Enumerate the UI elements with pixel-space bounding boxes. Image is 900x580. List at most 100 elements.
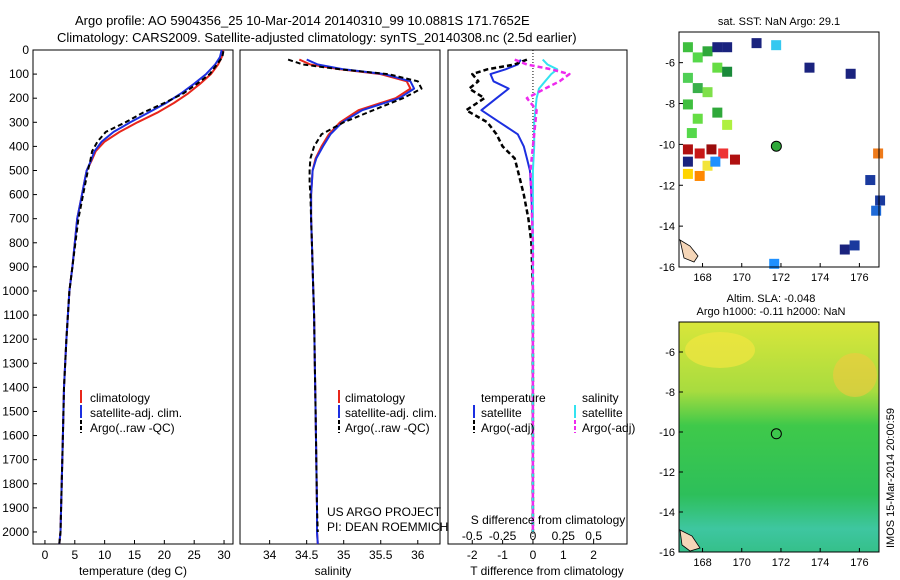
legend-salinity-title: salinity bbox=[582, 391, 619, 405]
depth-axis-ticks: 0 100 200 300 400 500 600 700 800 900 1000 1100 1200… bbox=[2, 43, 37, 539]
map-y-tick-label: -14 bbox=[659, 507, 675, 519]
difference-t-tick-label: -2 bbox=[467, 548, 478, 562]
sst-pixel bbox=[702, 87, 713, 98]
sst-map-title: sat. SST: NaN Argo: 29.1 bbox=[718, 16, 840, 28]
float-position-marker bbox=[770, 428, 782, 440]
depth-tick-label: 1300 bbox=[2, 356, 29, 370]
project-note-line1: US ARGO PROJECT bbox=[327, 505, 442, 519]
map-y-tick-label: -6 bbox=[665, 58, 675, 70]
sst-pixel bbox=[712, 62, 723, 73]
salinity-plot bbox=[287, 58, 423, 545]
depth-tick-label: 800 bbox=[9, 236, 29, 250]
depth-tick-label: 600 bbox=[9, 188, 29, 202]
legend-sal-argo-label: Argo(-adj) bbox=[582, 421, 635, 435]
map-x-tick-label: 172 bbox=[772, 272, 790, 284]
sla-high-patch bbox=[685, 332, 755, 368]
legend-argo-label: Argo(..raw -QC) bbox=[345, 421, 430, 435]
sla-map bbox=[679, 322, 879, 552]
map-x-tick-label: 168 bbox=[693, 272, 711, 284]
legend-sal-satellite-label: satellite bbox=[582, 406, 623, 420]
series-line-satellite-adj-clim bbox=[58, 49, 223, 545]
sla-map-title-line2: Argo h1000: -0.11 h2000: NaN bbox=[696, 306, 845, 318]
series-line-argo-raw-qc bbox=[58, 51, 225, 545]
difference-xlabel: T difference from climatology bbox=[470, 564, 624, 578]
map-y-tick-label: -10 bbox=[659, 139, 675, 151]
float-position-marker bbox=[770, 140, 782, 152]
depth-tick-label: 0 bbox=[22, 43, 29, 57]
sst-pixel bbox=[694, 148, 705, 159]
difference-s-tick-label: 0.25 bbox=[552, 529, 576, 543]
temperature-tick-label: 10 bbox=[98, 548, 112, 562]
map-y-tick-label: -16 bbox=[659, 262, 675, 274]
sst-pixel bbox=[710, 156, 721, 167]
sla-high-patch bbox=[833, 353, 877, 397]
series-line-salinity-satellite bbox=[531, 58, 559, 532]
sst-pixel bbox=[722, 119, 733, 130]
map-y-tick-label: -12 bbox=[659, 180, 675, 192]
sst-pixel bbox=[682, 72, 693, 83]
sst-pixel bbox=[682, 144, 693, 155]
sst-pixel bbox=[769, 258, 780, 269]
sst-pixel bbox=[845, 68, 856, 79]
difference-t-tick-label: 1 bbox=[560, 548, 567, 562]
sst-map bbox=[679, 38, 886, 269]
depth-tick-label: 1000 bbox=[2, 284, 29, 298]
map-x-tick-label: 174 bbox=[811, 272, 829, 284]
depth-tick-label: 1200 bbox=[2, 332, 29, 346]
sst-pixel bbox=[718, 148, 729, 159]
salinity-tick-label: 36 bbox=[411, 548, 425, 562]
sst-pixel bbox=[712, 42, 723, 53]
salinity-panel-frame bbox=[239, 49, 441, 545]
legend-satellite-label: satellite-adj. clim. bbox=[345, 406, 437, 420]
temperature-x-ticks: 0 5 10 15 20 25 30 bbox=[42, 540, 231, 562]
series-line-climatology bbox=[58, 49, 224, 545]
temperature-tick-label: 20 bbox=[158, 548, 172, 562]
salinity-tick-label: 35.5 bbox=[369, 548, 393, 562]
legend-satellite-label: satellite-adj. clim. bbox=[90, 406, 182, 420]
sst-pixel bbox=[686, 128, 697, 139]
sst-pixel bbox=[682, 168, 693, 179]
difference-t-tick-label: 2 bbox=[590, 548, 597, 562]
sst-pixel bbox=[682, 201, 693, 212]
series-line-salinity-argo-adj bbox=[514, 58, 571, 532]
legend-temp-satellite-label: satellite bbox=[481, 406, 522, 420]
sla-map-y-ticks: -6 -8 -10 -12 -14 -16 bbox=[659, 347, 683, 559]
depth-tick-label: 500 bbox=[9, 163, 29, 177]
map-x-tick-label: 172 bbox=[772, 557, 790, 569]
depth-tick-label: 100 bbox=[9, 67, 29, 81]
salinity-xlabel: salinity bbox=[315, 564, 352, 578]
sst-pixel bbox=[873, 148, 884, 159]
map-y-tick-label: -16 bbox=[659, 547, 675, 559]
sst-pixel bbox=[694, 170, 705, 181]
difference-s-tick-label: -0.5 bbox=[462, 529, 483, 543]
sst-pixel bbox=[682, 42, 693, 53]
temperature-panel-frame bbox=[32, 49, 234, 545]
series-line-argo-raw-qc bbox=[287, 58, 423, 533]
map-y-tick-label: -8 bbox=[665, 99, 675, 111]
sst-pixel bbox=[692, 83, 703, 94]
sst-pixel bbox=[702, 46, 713, 57]
map-y-tick-label: -10 bbox=[659, 427, 675, 439]
figure-title-line2: Climatology: CARS2009. Satellite-adjuste… bbox=[57, 30, 577, 45]
sla-map-x-ticks: 168 170 172 174 176 bbox=[693, 548, 869, 569]
difference-s-ticks: -0.5 -0.25 0 0.25 0.5 bbox=[462, 529, 602, 543]
depth-tick-label: 1800 bbox=[2, 477, 29, 491]
legend-argo-label: Argo(..raw -QC) bbox=[90, 421, 175, 435]
sst-map-frame bbox=[678, 31, 880, 268]
sst-map-x-ticks: 168 170 172 174 176 bbox=[693, 263, 869, 284]
series-line-temperature-satellite bbox=[480, 59, 534, 532]
map-y-tick-label: -12 bbox=[659, 467, 675, 479]
sla-map-title-line1: Altim. SLA: -0.048 bbox=[727, 293, 816, 305]
depth-tick-label: 400 bbox=[9, 139, 29, 153]
depth-tick-label: 1900 bbox=[2, 501, 29, 515]
sst-pixel bbox=[875, 195, 886, 206]
difference-top-label: S difference from climatology bbox=[471, 513, 626, 527]
sst-pixel bbox=[839, 244, 850, 255]
salinity-tick-label: 34 bbox=[263, 548, 277, 562]
difference-s-tick-label: 0.5 bbox=[585, 529, 602, 543]
sst-pixel bbox=[849, 240, 860, 251]
difference-plot bbox=[464, 50, 571, 544]
depth-tick-label: 1400 bbox=[2, 380, 29, 394]
series-line-satellite-adj-clim bbox=[306, 58, 416, 545]
